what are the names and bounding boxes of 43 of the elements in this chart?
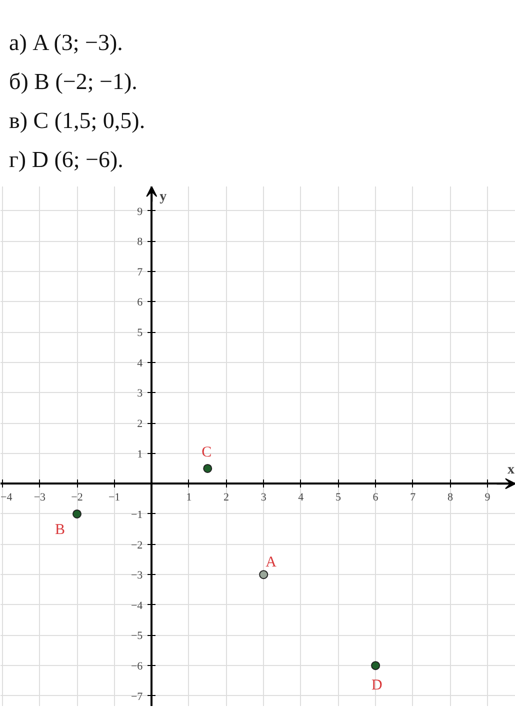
y-tick-label: 3	[137, 388, 144, 400]
y-tick-label: 1	[137, 448, 143, 460]
point	[203, 464, 212, 473]
y-tick-label: −7	[130, 690, 144, 703]
x-tick-label: −1	[108, 492, 120, 504]
point	[371, 661, 380, 670]
text: б) B (−2; −1).	[9, 68, 138, 96]
x-axis-title: x	[508, 462, 514, 478]
annotation: C	[202, 444, 212, 460]
text: г) D (6; −6).	[9, 146, 124, 174]
x-tick-label: 7	[410, 492, 416, 504]
y-axis-title: y	[160, 190, 167, 204]
x-tick-label: 4	[298, 492, 304, 504]
x-tick-label: −2	[71, 492, 83, 504]
y-tick-label: 6	[137, 296, 144, 309]
y-tick-label: −4	[130, 600, 144, 612]
point	[259, 570, 268, 580]
text: а) A (3; −3).	[9, 29, 124, 57]
x-tick-label: −3	[34, 492, 46, 504]
text: в) C (1,5; 0,5).	[9, 106, 146, 135]
y-tick-label: 9	[137, 206, 144, 218]
x-tick-label: −4	[0, 492, 13, 504]
y-tick-label: −2	[130, 539, 143, 552]
annotation: A	[266, 554, 277, 571]
y-tick-label: 8	[137, 236, 144, 248]
y-tick-label: 7	[137, 266, 144, 278]
annotation: D	[372, 678, 383, 694]
x-tick-label: 1	[186, 492, 192, 504]
y-tick-label: −5	[130, 630, 144, 642]
y-tick-label: 4	[137, 357, 144, 370]
y-tick-label: −3	[130, 570, 144, 582]
y-tick-label: −6	[130, 660, 144, 673]
x-tick-label: 8	[447, 492, 454, 504]
point	[72, 509, 82, 518]
y-tick-label: 2	[137, 418, 143, 430]
x-tick-label: 3	[260, 492, 267, 504]
x-tick-label: 2	[224, 492, 230, 504]
x-tick-label: 5	[335, 492, 342, 504]
y-tick-label: −1	[130, 508, 143, 521]
annotation: B	[55, 522, 66, 538]
x-tick-label: 9	[484, 492, 491, 504]
x-tick-label: 6	[372, 492, 379, 504]
y-tick-label: 5	[137, 327, 144, 340]
